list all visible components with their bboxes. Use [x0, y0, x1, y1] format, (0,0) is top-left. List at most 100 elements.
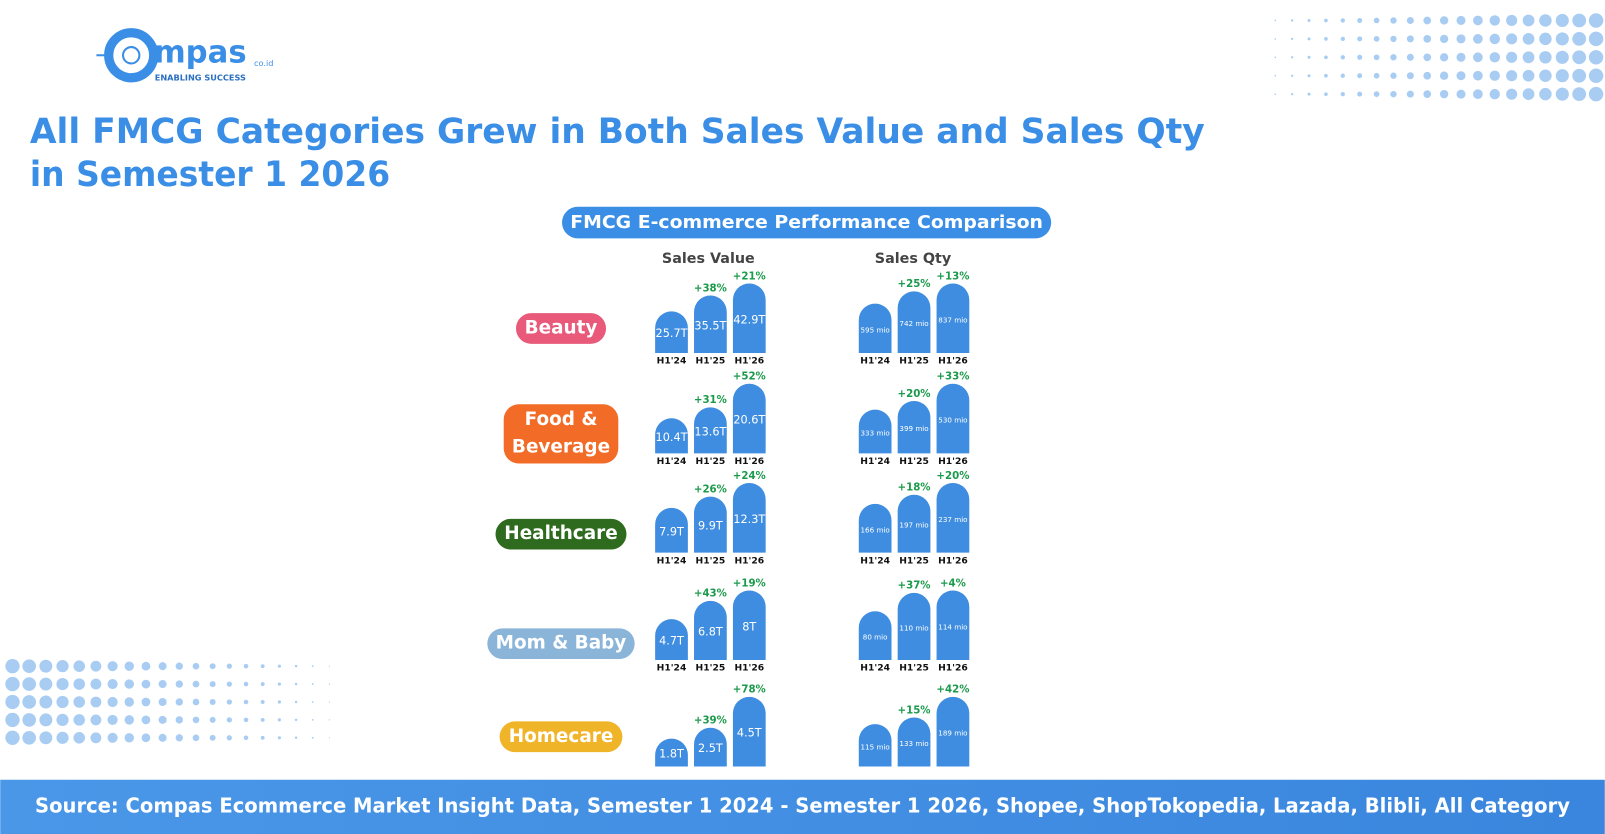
dot	[1324, 37, 1328, 41]
bar	[694, 600, 727, 661]
dot	[1522, 14, 1535, 27]
dot	[260, 735, 265, 740]
bar	[694, 295, 727, 354]
dot	[1506, 14, 1518, 27]
dot	[311, 665, 314, 668]
dot	[1456, 15, 1466, 25]
dot	[1340, 73, 1345, 78]
dot	[1423, 16, 1432, 25]
dot	[56, 660, 69, 673]
footer: Source: Compas Ecommerce Market Insight …	[35, 793, 1570, 817]
dot	[1506, 70, 1518, 82]
dot	[1406, 90, 1414, 98]
logo-text: mpas	[154, 36, 247, 71]
value-label: 4.5T	[737, 727, 762, 740]
bar	[732, 696, 766, 767]
dot	[1406, 53, 1414, 61]
dot	[124, 697, 134, 707]
title: in Semester 1 2026	[30, 155, 390, 195]
bar	[732, 383, 766, 454]
x-tick-label: H1'24	[860, 555, 890, 566]
dot	[243, 735, 249, 741]
dot	[107, 714, 118, 725]
dot	[90, 678, 102, 690]
dot	[124, 661, 134, 671]
dot	[226, 663, 232, 669]
dot	[1307, 18, 1311, 22]
x-tick-label: H1'24	[860, 456, 890, 467]
category-label: Homecare	[509, 726, 614, 747]
dot	[328, 701, 331, 703]
dot	[1290, 92, 1294, 96]
dot	[1539, 14, 1552, 27]
dot	[5, 676, 20, 692]
bar	[936, 590, 970, 661]
dot	[1456, 71, 1466, 81]
title: All FMCG Categories Grew in Both Sales V…	[30, 112, 1205, 152]
dot	[1390, 35, 1397, 43]
dot	[90, 714, 102, 726]
dot	[175, 716, 183, 724]
dot	[158, 715, 167, 724]
value-label: 189 mio	[938, 729, 967, 738]
dot	[1357, 54, 1363, 60]
dot	[107, 679, 118, 690]
panel-title: FMCG E-commerce Performance Comparison	[570, 213, 1043, 233]
value-label: 42.9T	[733, 313, 765, 326]
dot	[1539, 51, 1552, 64]
dot	[90, 660, 102, 672]
growth-label: +26%	[694, 484, 727, 495]
dot	[1473, 15, 1483, 26]
dot	[1290, 56, 1294, 59]
x-tick-label: H1'25	[899, 356, 929, 367]
dot	[1522, 88, 1535, 101]
growth-label: +37%	[898, 581, 931, 592]
dot	[1522, 33, 1535, 45]
value-label: 80 mio	[863, 633, 888, 642]
column-header: Sales Qty	[875, 251, 952, 267]
dot	[277, 682, 281, 686]
logo-mark	[121, 46, 141, 65]
value-label: 114 mio	[938, 622, 967, 631]
x-tick-label: H1'25	[696, 555, 726, 566]
dot	[175, 662, 183, 670]
dot	[1506, 88, 1518, 100]
dot	[124, 679, 134, 689]
dot	[192, 662, 200, 670]
growth-label: +15%	[898, 705, 931, 716]
bar	[655, 738, 688, 767]
dot	[1357, 73, 1363, 79]
value-label: 115 mio	[861, 742, 890, 751]
value-label: 197 mio	[899, 521, 928, 530]
value-label: 12.3T	[733, 513, 765, 526]
dot	[1340, 55, 1345, 60]
dot	[39, 677, 53, 691]
dot	[1340, 18, 1345, 23]
dot	[1307, 37, 1311, 41]
dot	[1340, 36, 1345, 42]
dot	[158, 662, 167, 671]
dot	[22, 713, 36, 727]
dot	[1489, 15, 1500, 26]
dot	[1390, 54, 1397, 61]
dot	[73, 678, 85, 690]
dot	[1357, 36, 1363, 42]
dot	[1274, 74, 1277, 77]
dot	[277, 700, 281, 704]
dot	[1588, 50, 1604, 65]
dot	[1489, 52, 1500, 63]
dot	[1423, 35, 1432, 43]
x-tick-label: H1'24	[657, 663, 687, 674]
growth-label: +25%	[898, 279, 931, 290]
dot	[1506, 51, 1518, 63]
dot	[1456, 34, 1466, 44]
dot	[1489, 88, 1500, 100]
dot	[1522, 69, 1535, 82]
value-label: 13.6T	[694, 425, 726, 438]
dot	[1423, 53, 1432, 62]
dot	[141, 661, 151, 671]
x-tick-label: H1'25	[899, 663, 929, 674]
growth-label: +31%	[694, 395, 727, 406]
dot	[73, 714, 85, 726]
dot	[22, 659, 36, 673]
